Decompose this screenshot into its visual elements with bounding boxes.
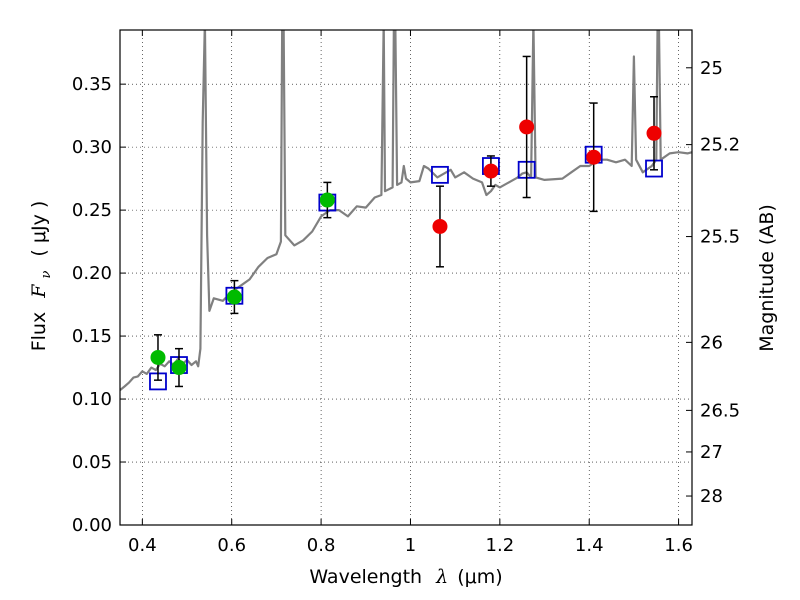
- y-tick-label: 0.05: [72, 452, 112, 473]
- x-axis-label: Wavelength λ (μm): [309, 566, 502, 588]
- y2-tick-label: 27: [700, 442, 723, 463]
- y2-tick-label: 25.5: [700, 227, 740, 248]
- optical-point: [150, 349, 166, 365]
- nir-point: [432, 218, 448, 234]
- x-tick-label: 0.6: [217, 535, 246, 556]
- optical-point: [226, 289, 242, 305]
- y-tick-label: 0.00: [72, 515, 112, 536]
- y-tick-label: 0.25: [72, 200, 112, 221]
- x-tick-label: 0.4: [128, 535, 157, 556]
- y-tick-label: 0.30: [72, 137, 112, 158]
- y-tick-label: 0.20: [72, 263, 112, 284]
- x-axis-label-prefix: Wavelength: [309, 566, 422, 588]
- model-flux-square: [431, 165, 449, 184]
- plot-data: [120, 30, 692, 392]
- optical-point: [171, 360, 187, 376]
- y-axis-label-unit: ( μJy ): [28, 201, 50, 257]
- y-axis-label-symbol: F: [28, 284, 50, 299]
- x-tick-label: 1: [405, 535, 416, 556]
- y2-tick-label: 25.2: [700, 135, 740, 156]
- y-tick-label: 0.10: [72, 389, 112, 410]
- plot-frame: [119, 29, 693, 526]
- y-tick-label: 0.15: [72, 326, 112, 347]
- axis-ticks: 0.4 0.6 0.8 1 1.2 1.4 1.6 0.00 0.05 0.10 0.15 0.20 0…: [72, 30, 740, 556]
- nir-point: [483, 163, 499, 179]
- y2-axis-label: Magnitude (AB): [756, 204, 778, 352]
- x-tick-label: 1.2: [486, 535, 515, 556]
- y2-tick-label: 28: [700, 486, 723, 507]
- nir-point: [646, 125, 662, 141]
- nir-point: [519, 119, 535, 135]
- x-tick-label: 1.6: [664, 535, 693, 556]
- y2-tick-label: 26.5: [700, 400, 740, 421]
- y-tick-label: 0.35: [72, 74, 112, 95]
- x-tick-label: 1.4: [575, 535, 604, 556]
- x-axis-label-unit: (μm): [457, 566, 502, 588]
- optical-point: [319, 192, 335, 208]
- x-axis-label-symbol: λ: [435, 566, 448, 588]
- y2-tick-label: 26: [700, 332, 723, 353]
- y2-tick-label: 25: [700, 58, 723, 79]
- y-axis-label-prefix: Flux: [28, 312, 50, 352]
- x-tick-label: 0.8: [307, 535, 336, 556]
- y-axis-label-subscript: ν: [39, 271, 54, 279]
- y-axis-label: Flux F ν ( μJy ): [28, 201, 55, 352]
- nir-point: [586, 149, 602, 165]
